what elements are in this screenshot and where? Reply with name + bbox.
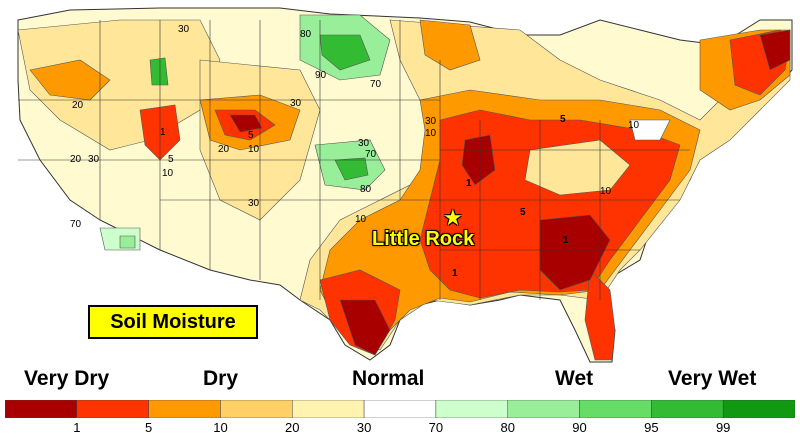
map-title: Soil Moisture: [88, 305, 258, 339]
contour-label: 30: [248, 198, 260, 209]
legend-swatch: [579, 400, 652, 418]
legend-swatch: [363, 400, 437, 418]
contour-label: 20: [70, 154, 82, 165]
contour-label: 1: [452, 268, 458, 279]
legend-swatch: [5, 400, 78, 418]
legend-swatch: [292, 400, 365, 418]
contour-label: 30: [425, 116, 437, 127]
legend-tick-label: 90: [572, 420, 587, 435]
contour-label: 30: [290, 98, 302, 109]
contour-label: 5: [248, 130, 254, 141]
contour-label: 70: [365, 149, 377, 160]
legend-swatch: [220, 400, 293, 418]
legend-swatch: [507, 400, 580, 418]
contour-label: 10: [162, 168, 174, 179]
legend-swatch: [76, 400, 149, 418]
legend-swatch: [722, 400, 795, 418]
contour-label: 30: [88, 154, 100, 165]
legend-tick-label: 80: [500, 420, 515, 435]
contour-label: 5: [168, 154, 174, 165]
legend-tick-label: 95: [644, 420, 659, 435]
contour-label: 10: [425, 128, 437, 139]
category-very-dry: Very Dry: [24, 367, 110, 390]
contour-label: 5: [520, 207, 526, 218]
contour-label: 1: [160, 127, 166, 138]
legend-tick-label: 70: [428, 420, 444, 435]
contour-label: 70: [70, 219, 82, 230]
contour-label: 20: [218, 144, 230, 155]
contour-label: 30: [178, 24, 190, 35]
contour-label: 20: [72, 100, 84, 111]
contour-label: 1: [466, 178, 472, 189]
contour-label: 30: [358, 138, 370, 149]
legend-swatch: [148, 400, 221, 418]
star-icon: ★: [443, 205, 463, 230]
contour-label: 80: [360, 184, 372, 195]
legend-swatch: [651, 400, 724, 418]
color-legend: [5, 400, 795, 418]
category-wet: Wet: [555, 367, 594, 390]
contour-label: 80: [300, 29, 312, 40]
contour-label: 10: [600, 186, 612, 197]
legend-tick-label: 99: [715, 420, 731, 435]
contour-label: 90: [315, 70, 327, 81]
legend-tick-label: 1: [73, 420, 81, 435]
legend-tick-label: 30: [356, 420, 372, 435]
city-label: Little Rock: [372, 228, 475, 250]
category-normal: Normal: [352, 367, 425, 390]
category-very-wet: Very Wet: [668, 367, 757, 390]
contour-label: 70: [370, 79, 382, 90]
contour-label: 1: [563, 235, 569, 246]
category-dry: Dry: [203, 367, 239, 390]
contour-label: 10: [248, 144, 260, 155]
contour-label: 10: [355, 214, 367, 225]
contour-label: 5: [560, 114, 566, 125]
legend-tick-label: 5: [145, 420, 153, 435]
legend-tick-label: 20: [285, 420, 300, 435]
contour-label: 10: [628, 120, 640, 131]
legend-swatch: [435, 400, 508, 418]
legend-tick-label: 10: [213, 420, 228, 435]
